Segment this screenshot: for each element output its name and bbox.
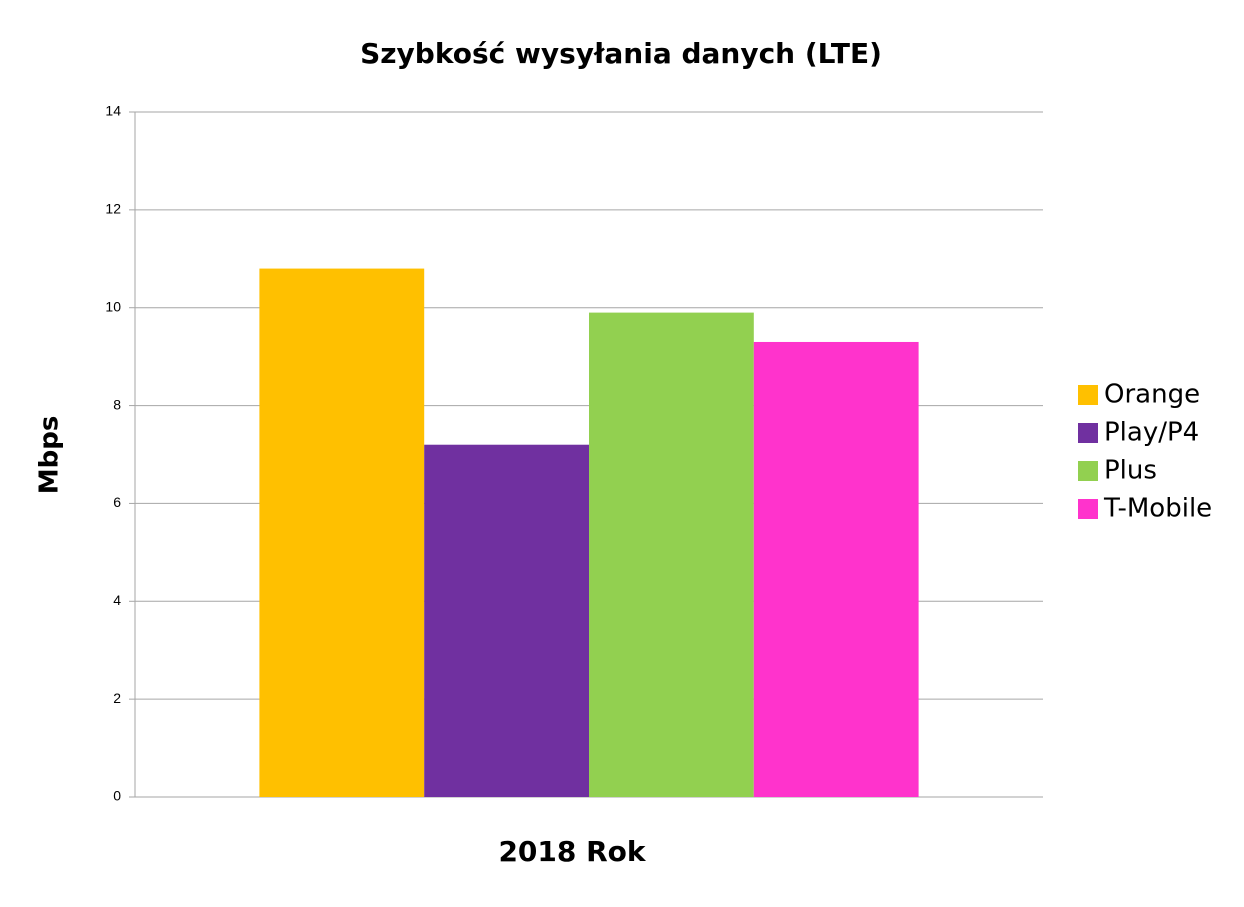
y-tick-label: 2 xyxy=(113,690,121,706)
bar xyxy=(589,312,754,797)
x-tick-label: 2018 Rok xyxy=(498,835,646,868)
y-tick-label: 12 xyxy=(105,201,121,217)
y-tick-label: 6 xyxy=(113,494,121,510)
chart-title: Szybkość wysyłania danych (LTE) xyxy=(360,37,882,70)
legend-label: Play/P4 xyxy=(1104,418,1199,448)
bar xyxy=(753,341,919,797)
legend-swatch xyxy=(1078,461,1098,481)
legend-swatch xyxy=(1078,499,1098,519)
legend-label: T-Mobile xyxy=(1103,494,1212,524)
legend-swatch xyxy=(1078,385,1098,405)
legend-swatch xyxy=(1078,423,1098,443)
bar xyxy=(424,444,589,797)
bar xyxy=(259,268,425,798)
y-tick-label: 0 xyxy=(113,788,121,804)
legend-label: Plus xyxy=(1104,456,1157,486)
y-tick-label: 8 xyxy=(113,396,121,412)
legend-label: Orange xyxy=(1104,380,1200,410)
y-axis-label: Mbps xyxy=(35,416,65,495)
y-tick-label: 4 xyxy=(113,592,121,608)
y-tick-label: 14 xyxy=(105,103,121,119)
y-tick-label: 10 xyxy=(105,298,121,314)
